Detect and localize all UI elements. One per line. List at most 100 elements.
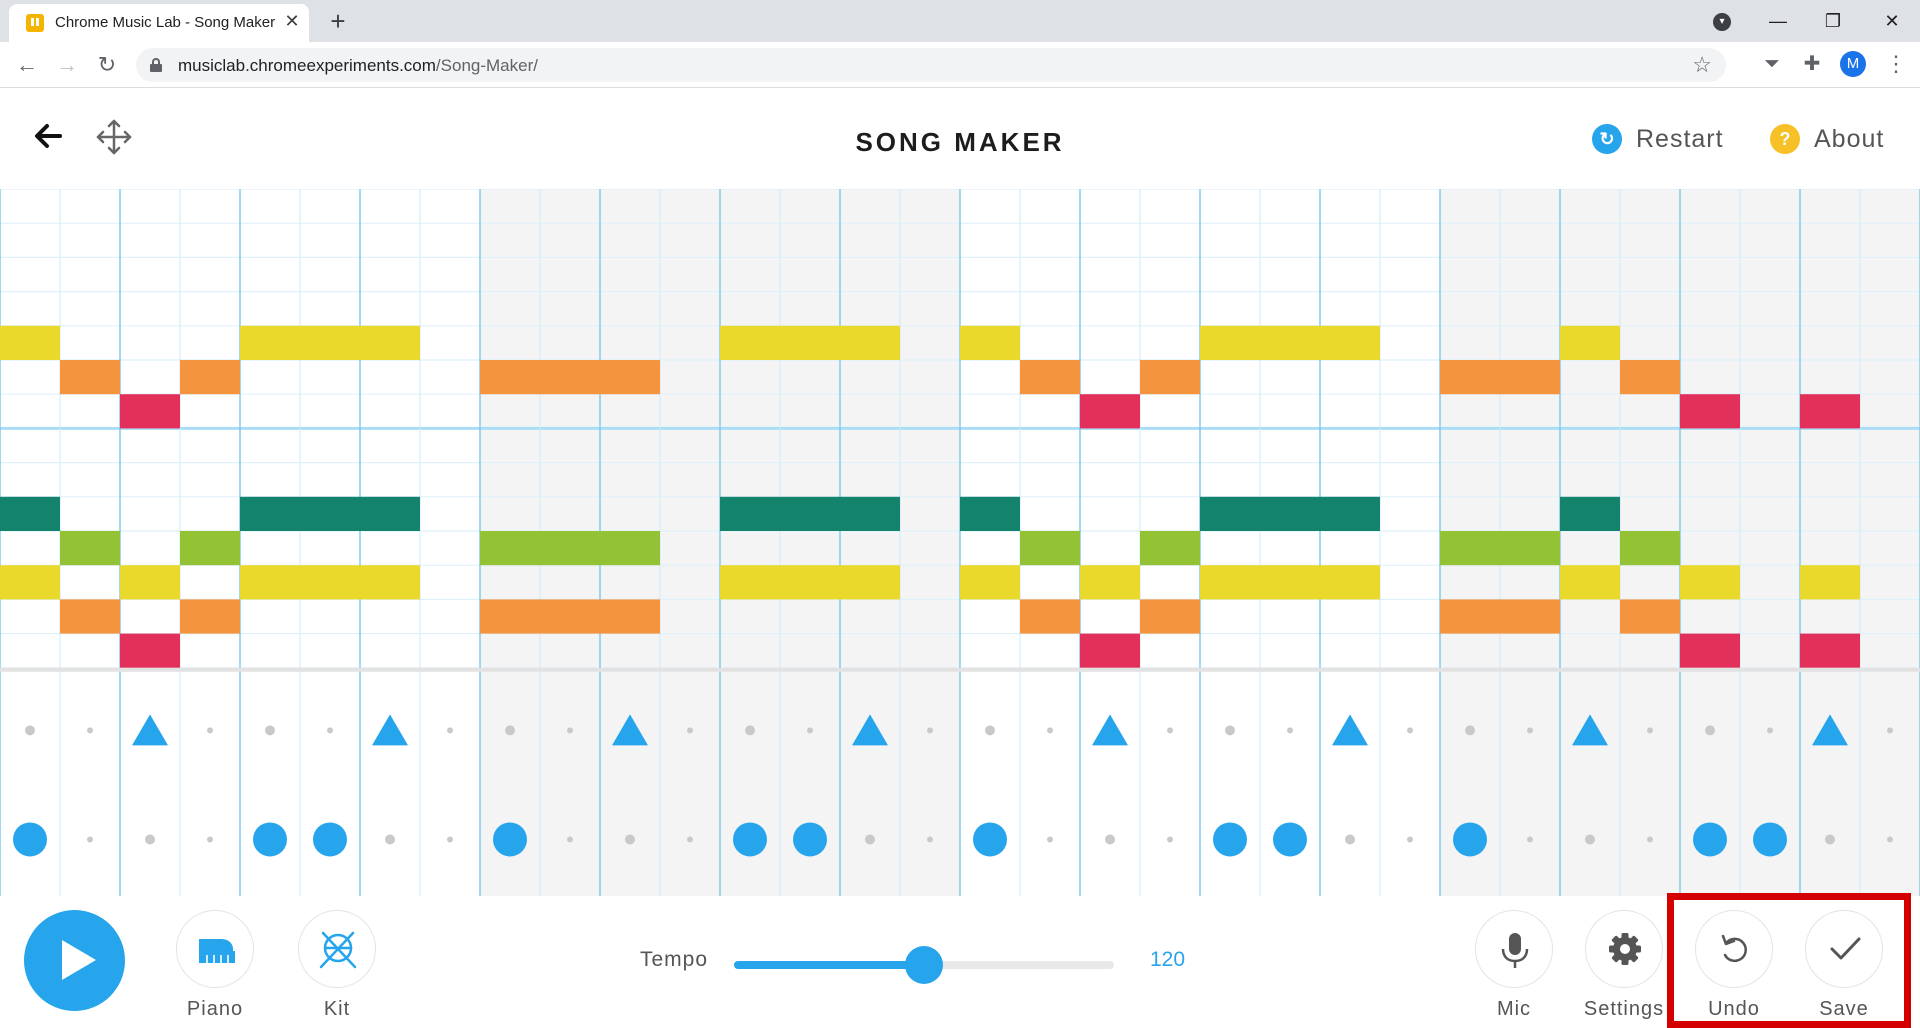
forward-icon[interactable]: →: [56, 52, 78, 77]
play-button[interactable]: [24, 910, 125, 1011]
note-cell: [480, 599, 540, 634]
note-cell: [1500, 360, 1560, 395]
note-cell: [300, 565, 360, 600]
browser-toolbar: ← → ↻ musiclab.chromeexperiments.com/Son…: [0, 42, 1920, 88]
note-cell: [1020, 531, 1080, 566]
percussion-circle: [1693, 822, 1727, 857]
note-cell: [180, 531, 240, 566]
percussion-empty-dot: [1105, 834, 1115, 845]
note-cell: [180, 360, 240, 395]
note-cell: [1320, 496, 1380, 531]
settings-button[interactable]: Settings: [1574, 910, 1674, 1021]
note-cell: [300, 325, 360, 360]
about-button[interactable]: ? About: [1770, 123, 1884, 155]
new-tab-icon[interactable]: +: [330, 6, 346, 36]
instrument-piano-button[interactable]: Piano: [165, 910, 265, 1021]
profile-avatar[interactable]: M: [1840, 51, 1866, 77]
percussion-circle: [733, 822, 767, 857]
save-button[interactable]: Save: [1794, 910, 1894, 1021]
url-host: musiclab.chromeexperiments.com: [178, 56, 436, 75]
about-label: About: [1814, 124, 1885, 153]
browser-tab[interactable]: Chrome Music Lab - Song Maker ✕: [9, 4, 309, 42]
play-icon: [62, 940, 96, 980]
note-cell: [1620, 599, 1680, 634]
note-cell: [240, 496, 300, 531]
note-cell: [60, 531, 120, 566]
tempo-slider-thumb[interactable]: [905, 946, 943, 984]
restart-button[interactable]: ↻ Restart: [1592, 123, 1724, 155]
song-grid[interactable]: [0, 189, 1920, 896]
lock-icon[interactable]: [150, 58, 162, 72]
save-label: Save: [1819, 998, 1869, 1020]
note-grid-canvas[interactable]: [0, 189, 1920, 896]
tempo-value: 120: [1150, 948, 1186, 971]
url-path: /Song-Maker/: [435, 56, 538, 75]
drum-kit-icon: [319, 931, 357, 969]
note-cell: [1260, 325, 1320, 360]
note-cell: [1140, 531, 1200, 566]
extensions-puzzle-icon[interactable]: ✚: [1803, 53, 1821, 75]
note-cell: [960, 325, 1020, 360]
note-cell: [1200, 565, 1260, 600]
percussion-empty-dot: [625, 834, 635, 845]
note-cell: [120, 565, 180, 600]
back-arrow-icon[interactable]: [30, 116, 70, 156]
tab-search-icon[interactable]: ▾: [1713, 13, 1731, 31]
note-cell: [1020, 599, 1080, 634]
mic-button[interactable]: Mic: [1464, 910, 1564, 1021]
note-cell: [300, 496, 360, 531]
percussion-circle: [1273, 822, 1307, 857]
undo-button[interactable]: Undo: [1684, 910, 1784, 1021]
percussion-triangle: [132, 714, 168, 746]
settings-label: Settings: [1583, 998, 1665, 1020]
percussion-divider: [0, 667, 1920, 672]
note-cell: [240, 565, 300, 600]
browser-menu-icon[interactable]: ⋮: [1885, 51, 1907, 76]
note-cell: [120, 633, 180, 668]
close-tab-icon[interactable]: ✕: [284, 11, 300, 31]
percussion-empty-dot: [745, 725, 755, 736]
app-header: SONG MAKER ↻ Restart ? About: [0, 89, 1920, 189]
address-bar[interactable]: musiclab.chromeexperiments.com/Song-Make…: [136, 48, 1726, 82]
close-window-icon[interactable]: ✕: [1884, 11, 1900, 31]
move-icon[interactable]: [94, 117, 134, 157]
note-cell: [1800, 394, 1860, 429]
percussion-empty-dot: [687, 727, 693, 734]
note-cell: [0, 565, 60, 600]
percussion-empty-dot: [567, 727, 573, 734]
note-cell: [240, 325, 300, 360]
percussion-empty-dot: [87, 727, 93, 734]
percussion-circle: [1213, 822, 1247, 857]
undo-save-highlight-box: [1667, 893, 1911, 1028]
tempo-label: Tempo: [640, 948, 709, 971]
percussion-empty-dot: [687, 836, 693, 843]
reload-icon[interactable]: ↻: [97, 52, 117, 77]
extension-filter-icon[interactable]: ⏷: [1764, 53, 1780, 75]
note-cell: [780, 325, 840, 360]
note-cell: [1680, 633, 1740, 668]
note-cell: [480, 531, 540, 566]
tempo-slider[interactable]: [734, 946, 1114, 984]
note-cell: [360, 565, 420, 600]
percussion-empty-dot: [1047, 727, 1053, 734]
note-cell: [1560, 565, 1620, 600]
back-icon[interactable]: ←: [16, 52, 38, 77]
percussion-empty-dot: [927, 727, 933, 734]
bookmark-star-icon[interactable]: ☆: [1692, 52, 1712, 77]
percussion-empty-dot: [927, 836, 933, 843]
percussion-empty-dot: [1767, 727, 1773, 734]
minimize-icon[interactable]: —: [1769, 11, 1787, 31]
percussion-empty-dot: [25, 725, 35, 736]
percussion-circle: [253, 822, 287, 857]
percussion-circle: [1453, 822, 1487, 857]
restore-icon[interactable]: ❐: [1824, 11, 1842, 31]
note-cell: [1140, 599, 1200, 634]
tempo-slider-fill: [734, 961, 924, 969]
percussion-empty-dot: [1825, 834, 1835, 845]
note-cell: [120, 394, 180, 429]
instrument-kit-button[interactable]: Kit: [287, 910, 387, 1021]
undo-label: Undo: [1708, 998, 1760, 1020]
note-cell: [840, 565, 900, 600]
percussion-empty-dot: [327, 727, 333, 734]
percussion-empty-dot: [865, 834, 875, 845]
